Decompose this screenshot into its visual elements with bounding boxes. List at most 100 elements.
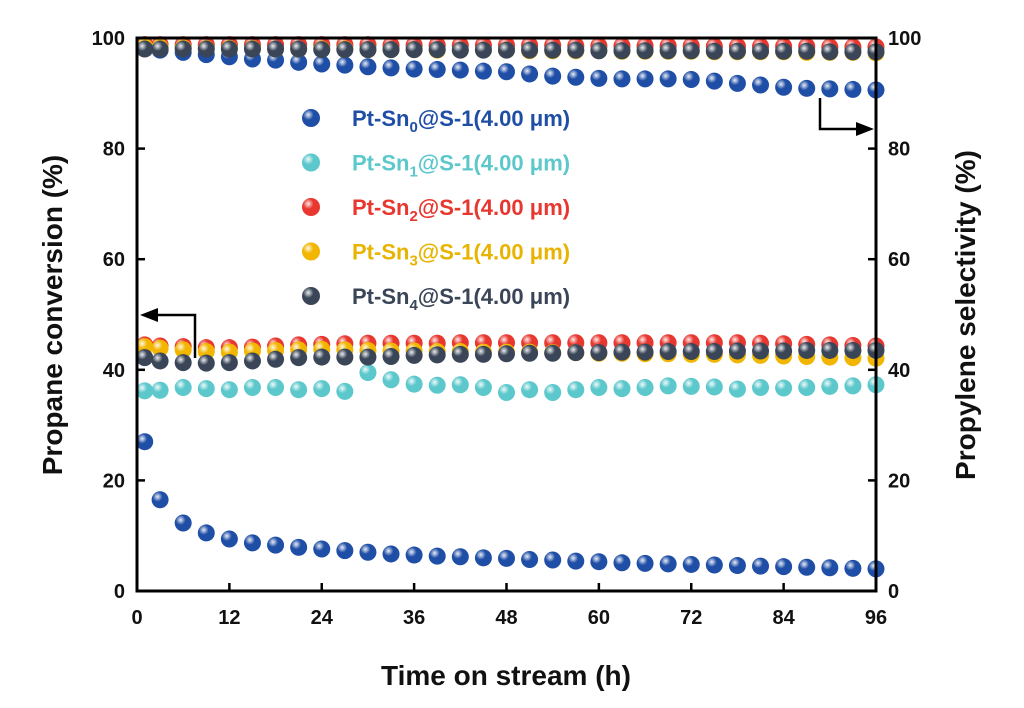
x-tick-label: 60 [588,607,610,629]
pt-sn4-selectivity-point [775,42,793,60]
pt-sn1-conversion-point [197,380,215,398]
pt-sn0-conversion-point [682,555,700,573]
y-tick-label-right: 40 [888,360,910,382]
pt-sn0-conversion-point [521,550,539,568]
pt-sn0-conversion-point [451,548,469,566]
pt-sn0-selectivity-point [590,69,608,87]
pt-sn3-conversion-point [174,341,192,359]
pt-sn0-conversion-point [498,549,515,567]
x-tick-label: 12 [218,607,240,629]
pt-sn4-conversion-point [267,350,285,368]
pt-sn0-selectivity-point [752,76,770,94]
pt-sn0-conversion-point [798,558,816,576]
pt-sn4-conversion-point [174,354,192,372]
pt-sn0-selectivity-point [844,80,862,98]
pt-sn0-selectivity-point [544,67,562,85]
pt-sn4-conversion-point [197,354,215,372]
legend-label: Pt-Sn0@S-1(4.00 μm) [352,106,570,136]
pt-sn1-conversion-point [775,379,793,397]
pt-sn4-conversion-point [590,344,608,362]
data-points [136,36,885,578]
pt-sn1-conversion-point [151,381,169,399]
pt-sn4-conversion-point [428,346,446,364]
pt-sn1-conversion-point [267,378,285,396]
pt-sn0-conversion-point [636,554,654,572]
pt-sn4-selectivity-point [474,41,492,59]
legend-item: Pt-Sn4@S-1(4.00 μm) [302,284,570,314]
pt-sn4-selectivity-point [136,40,154,58]
pt-sn4-selectivity-point [313,41,331,59]
legend-item: Pt-Sn3@S-1(4.00 μm) [302,240,570,270]
pt-sn0-selectivity-point [336,56,354,74]
pt-sn1-conversion-point [567,381,585,399]
pt-sn4-conversion-point [752,342,770,360]
legend-item: Pt-Sn0@S-1(4.00 μm) [302,106,570,136]
pt-sn4-selectivity-point [290,40,308,58]
pt-sn4-conversion-point [151,352,169,370]
legend-label: Pt-Sn4@S-1(4.00 μm) [352,284,570,314]
pt-sn4-selectivity-point [659,42,677,60]
y-tick-label-right: 80 [888,139,910,161]
y-tick-label-left: 0 [114,581,125,603]
pt-sn0-conversion-point [382,545,400,563]
pt-sn1-conversion-point [313,380,331,398]
pt-sn0-conversion-point [705,556,723,574]
legend-item: Pt-Sn2@S-1(4.00 μm) [302,195,570,225]
pt-sn0-selectivity-point [636,70,654,88]
pt-sn4-conversion-point [521,344,539,362]
x-tick-label: 96 [865,607,887,629]
y-tick-label-left: 40 [103,360,125,382]
pt-sn1-conversion-point [728,380,746,398]
pt-sn4-conversion-point [290,349,308,367]
pt-sn4-selectivity-point [752,42,770,60]
legend-marker [302,242,320,261]
pt-sn3-conversion-point [151,339,169,357]
pt-sn4-conversion-point [682,343,700,361]
pt-sn4-conversion-point [382,348,400,366]
pt-sn4-selectivity-point [174,40,192,58]
pt-sn4-conversion-point [313,348,331,366]
pt-sn1-conversion-point [359,364,377,382]
y-tick-label-right: 0 [888,581,899,603]
legend-marker [302,287,320,305]
pt-sn0-conversion-point [752,557,770,575]
y-tick-label-left: 80 [103,139,125,161]
pt-sn0-conversion-point [544,551,562,569]
pt-sn1-conversion-point [682,377,700,395]
pt-sn0-conversion-point [821,559,839,577]
pt-sn4-selectivity-point [798,42,816,60]
pt-sn1-conversion-point [844,377,862,395]
pt-sn1-conversion-point [659,377,677,395]
legend-label: Pt-Sn2@S-1(4.00 μm) [352,195,570,225]
legend-label: Pt-Sn1@S-1(4.00 μm) [352,151,570,181]
y-tick-label-left: 60 [103,249,125,271]
legend-marker [302,198,320,216]
pt-sn4-selectivity-point [451,41,469,59]
pt-sn1-conversion-point [821,377,839,395]
pt-sn4-conversion-point [359,348,377,366]
pt-sn4-selectivity-point [590,42,608,60]
pt-sn4-conversion-point [451,345,469,363]
pt-sn0-conversion-point [151,491,169,509]
pt-sn0-selectivity-point [313,55,331,73]
pt-sn1-conversion-point [798,378,816,396]
pt-sn0-conversion-point [243,534,261,552]
pt-sn0-selectivity-point [382,59,400,77]
left-axis-arrow [140,308,197,358]
pt-sn4-selectivity-point [428,41,446,59]
pt-sn4-selectivity-point [243,40,261,58]
pt-sn4-selectivity-point [705,42,723,60]
pt-sn0-conversion-point [197,524,215,542]
pt-sn0-conversion-point [844,559,862,577]
pt-sn1-conversion-point [613,380,631,398]
pt-sn0-conversion-point [336,542,354,560]
pt-sn1-conversion-point [290,381,308,399]
pt-sn0-selectivity-point [775,78,793,96]
x-tick-label: 72 [680,607,702,629]
pt-sn4-conversion-point [336,348,354,366]
pt-sn0-conversion-point [359,543,377,561]
legend: Pt-Sn0@S-1(4.00 μm) Pt-Sn1@S-1(4.00 μm) Pt… [302,106,570,314]
pt-sn4-selectivity-point [567,41,585,59]
y-tick-label-right: 60 [888,249,910,271]
